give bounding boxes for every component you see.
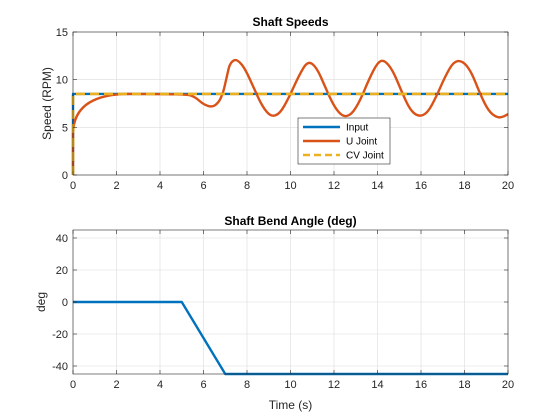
- chart-title: Shaft Speeds: [252, 15, 328, 29]
- tick-labels: 0 2 4 6 8 10 12 14 16 18 20 -40 -20 0 20 40: [52, 233, 514, 391]
- x-tick-label: 10: [284, 379, 296, 391]
- x-tick-label: 14: [371, 180, 383, 192]
- legend-label: U Joint: [346, 137, 377, 148]
- tick-marks: [72, 31, 509, 176]
- x-tick-label: 4: [157, 180, 163, 192]
- shaft-bend-angle-axes: 0 2 4 6 8 10 12 14 16 18 20 -40 -20 0 20 40 Shaft Bend …: [34, 214, 514, 412]
- y-tick-label: -20: [52, 329, 68, 341]
- legend-label: CV Joint: [346, 151, 384, 162]
- y-axis-label: Speed (RPM): [40, 67, 54, 140]
- y-tick-label: 0: [62, 170, 68, 182]
- x-tick-label: 20: [502, 180, 514, 192]
- x-tick-label: 10: [284, 180, 296, 192]
- x-tick-label: 12: [328, 379, 340, 391]
- x-tick-label: 16: [415, 379, 427, 391]
- tick-marks: [72, 230, 509, 374]
- y-tick-label: 20: [56, 265, 68, 277]
- chart-title: Shaft Bend Angle (deg): [224, 214, 356, 228]
- legend: Input U Joint CV Joint: [297, 117, 391, 165]
- y-tick-label: 5: [62, 122, 68, 134]
- y-tick-label: -40: [52, 361, 68, 373]
- x-tick-label: 16: [415, 180, 427, 192]
- y-axis-label: deg: [34, 292, 48, 312]
- y-tick-label: 10: [56, 75, 68, 87]
- x-axis-label: Time (s): [269, 398, 313, 412]
- x-tick-label: 4: [157, 379, 163, 391]
- tick-labels: 0 2 4 6 8 10 12 14 16 18 20 0 5 10 15: [56, 27, 514, 192]
- x-tick-label: 18: [458, 379, 470, 391]
- shaft-speeds-axes: 0 2 4 6 8 10 12 14 16 18 20 0 5 10 15 Shaft Speeds Spe…: [40, 15, 514, 192]
- y-tick-label: 0: [62, 297, 68, 309]
- x-tick-label: 2: [113, 180, 119, 192]
- x-tick-label: 0: [70, 180, 76, 192]
- x-tick-label: 12: [328, 180, 340, 192]
- u-joint-series-line: [71, 58, 509, 176]
- x-tick-label: 20: [502, 379, 514, 391]
- x-tick-label: 14: [371, 379, 383, 391]
- x-tick-label: 18: [458, 180, 470, 192]
- x-tick-label: 2: [113, 379, 119, 391]
- y-tick-label: 40: [56, 233, 68, 245]
- x-tick-label: 6: [200, 180, 206, 192]
- x-tick-label: 8: [244, 379, 250, 391]
- x-tick-label: 8: [244, 180, 250, 192]
- x-tick-label: 6: [200, 379, 206, 391]
- cv-joint-series-line: [71, 92, 508, 176]
- x-tick-label: 0: [70, 379, 76, 391]
- legend-label: Input: [346, 123, 368, 134]
- y-tick-label: 15: [56, 27, 68, 39]
